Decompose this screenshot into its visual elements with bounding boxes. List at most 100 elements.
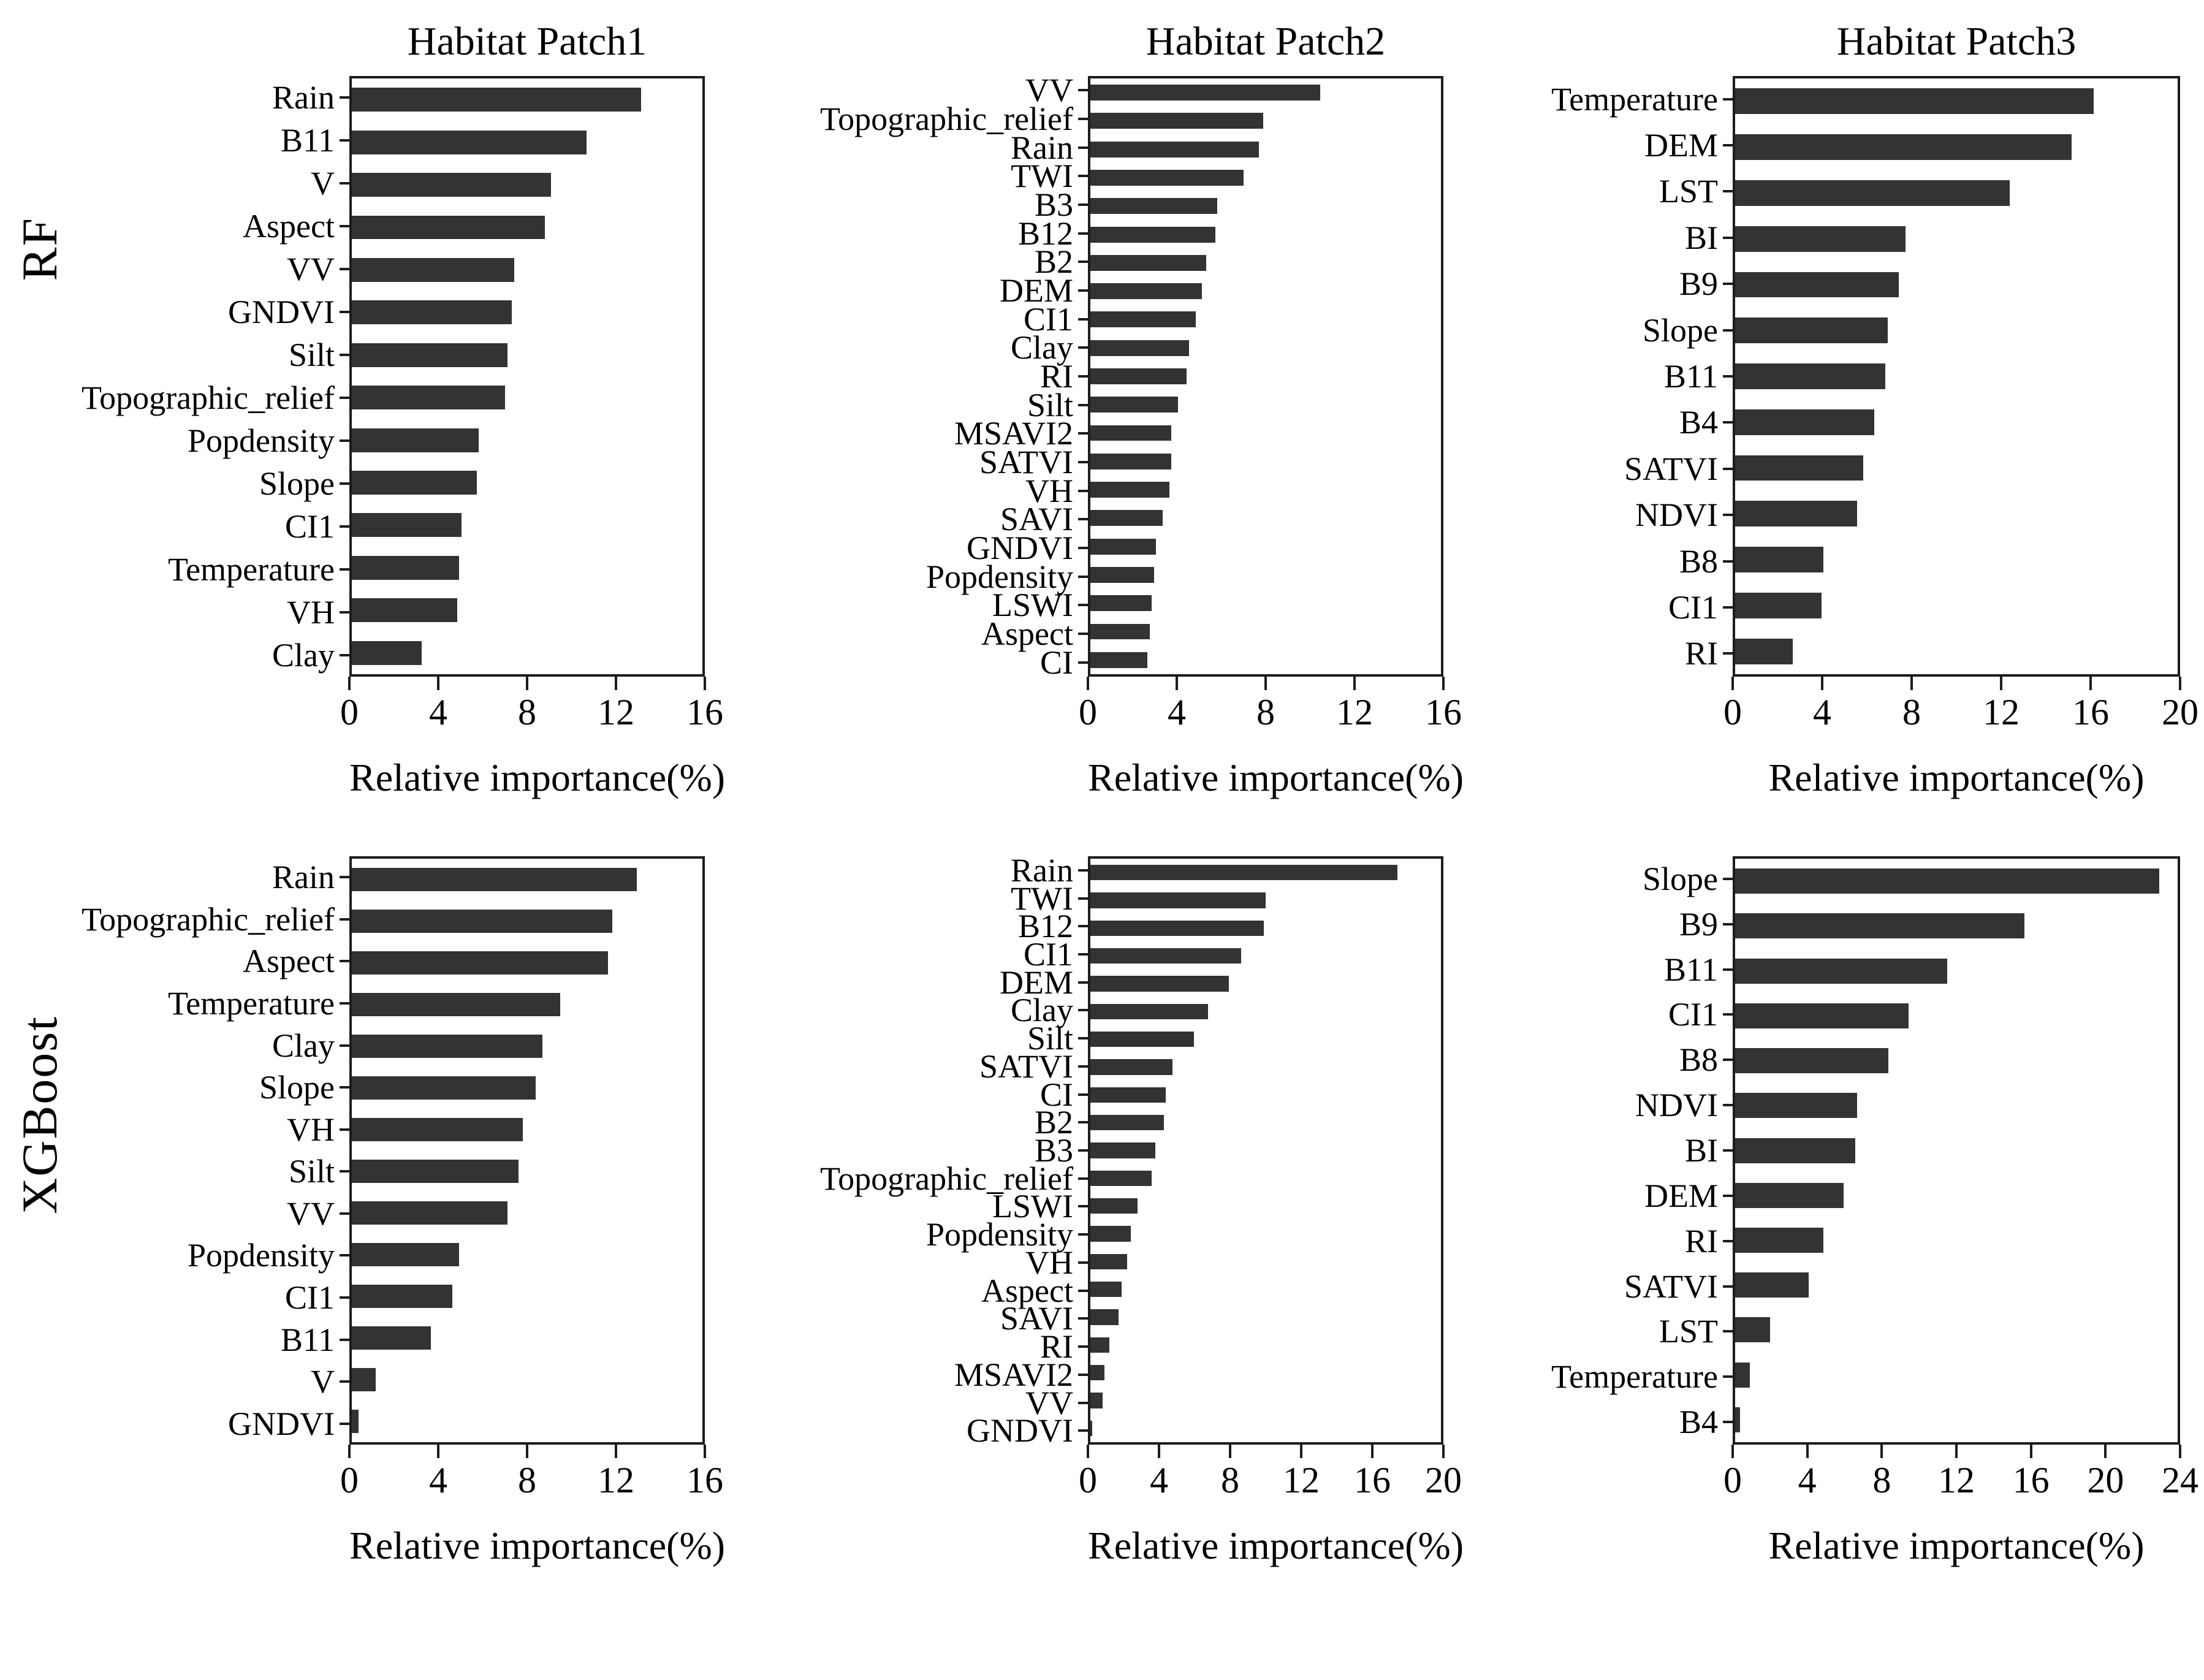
bar-Popdensity: [1090, 1226, 1131, 1242]
x-axis: 0 4 8 12 16 20: [1723, 677, 2198, 755]
y-tick-DEM: DEM: [1475, 1173, 1733, 1218]
y-tick-GNDVI: GNDVI: [830, 1412, 1088, 1449]
category-label: RI: [1685, 635, 1718, 672]
category-label: Aspect: [981, 1272, 1073, 1309]
y-tick-Aspect: Aspect: [92, 205, 349, 248]
bar-SATVI: [1090, 1059, 1173, 1075]
y-tick-VV: VV: [830, 72, 1088, 108]
category-label: B12: [1017, 908, 1073, 945]
y-tick-Popdensity: Popdensity: [830, 1216, 1088, 1253]
y-tick-mark: [1078, 175, 1088, 178]
x-tick-8: 8: [1221, 1445, 1239, 1502]
y-tick-mark: [1078, 518, 1088, 521]
bar-Aspect: [1090, 623, 1150, 640]
bar-VV: [1090, 1393, 1103, 1408]
bar-row: [352, 1401, 702, 1442]
x-tick-4: 4: [1813, 677, 1831, 734]
bar-CI: [1090, 652, 1147, 668]
bar-row: [1090, 1025, 1441, 1053]
x-axis: 0 4 8 12 16: [340, 1445, 723, 1523]
plot-area: [1733, 76, 2180, 677]
bar-Popdensity: [352, 1242, 460, 1267]
y-tick-mark: [1078, 146, 1088, 149]
x-tick-label: 4: [1798, 1460, 1817, 1500]
y-tick-mark: [1723, 606, 1733, 609]
category-label: Popdensity: [187, 1237, 335, 1274]
x-tick-mark: [1087, 677, 1089, 690]
xgboost-row: XGBoost Rain Topographic_relief Aspect Temp…: [0, 852, 2204, 1581]
category-label: VV: [287, 1195, 335, 1232]
category-label: RI: [1685, 1222, 1718, 1260]
category-label: B4: [1679, 404, 1718, 441]
bar-row: [1090, 561, 1441, 589]
chart-rf-patch3: Habitat Patch3 Temperature DEM LST BI B9 Slop…: [1475, 15, 2198, 813]
y-tick-mark: [340, 918, 349, 921]
category-label: Aspect: [243, 943, 335, 980]
x-tick-4: 4: [1150, 1445, 1168, 1502]
y-tick-mark: [1723, 1330, 1733, 1333]
y-tick-GNDVI: GNDVI: [92, 291, 349, 333]
bar-DEM: [1735, 134, 2072, 161]
x-tick-mark: [1880, 1445, 1883, 1458]
category-label: GNDVI: [967, 530, 1073, 567]
y-tick-mark: [1723, 375, 1733, 378]
category-label: LSWI: [992, 587, 1073, 624]
bar-Silt: [352, 343, 507, 367]
bar-DEM: [1735, 1182, 1844, 1208]
bar-VH: [1090, 1253, 1128, 1269]
y-tick-mark: [340, 354, 349, 356]
bar-SAVI: [1090, 510, 1163, 526]
y-tick-mark: [1723, 1421, 1733, 1424]
y-tick-Aspect: Aspect: [830, 615, 1088, 652]
bar-row: [352, 589, 702, 631]
y-tick-mark: [340, 311, 349, 313]
y-tick-Slope: Slope: [92, 462, 349, 505]
bar-row: [1735, 445, 2178, 491]
y-tick-mark: [1723, 1239, 1733, 1242]
y-tick-CI: CI: [830, 1076, 1088, 1113]
chart-xgboost-patch2: Rain TWI B12 CI1 DEM Clay Silt SATVI CI B2 B3 Topog…: [820, 852, 1464, 1581]
bar-row: [1090, 78, 1441, 107]
bar-row: [352, 859, 702, 900]
x-tick-label: 12: [1938, 1460, 1975, 1500]
y-tick-Rain: Rain: [92, 856, 349, 899]
y-tick-mark: [340, 439, 349, 442]
bar-row: [352, 462, 702, 504]
y-tick-mark: [1723, 1194, 1733, 1197]
y-tick-Rain: Rain: [92, 76, 349, 119]
x-tick-label: 24: [2162, 1460, 2198, 1500]
bar-Topographic_relief: [1090, 113, 1264, 129]
x-tick-mark: [1300, 1445, 1302, 1458]
x-tick-label: 0: [1723, 1460, 1742, 1500]
y-tick-mark: [1078, 1149, 1088, 1152]
y-tick-RI: RI: [830, 358, 1088, 395]
bar-NDVI: [1735, 1093, 1857, 1119]
bar-Rain: [352, 867, 637, 892]
category-label: Silt: [1027, 386, 1073, 424]
x-tick-8: 8: [518, 1445, 536, 1502]
category-label: B12: [1017, 215, 1073, 252]
x-tick-mark: [348, 1445, 351, 1458]
bar-RI: [1735, 1227, 1824, 1253]
bar-row: [352, 164, 702, 206]
y-tick-mark: [1078, 1401, 1088, 1404]
y-tick-mark: [1078, 118, 1088, 120]
bar-row: [1735, 1128, 2178, 1173]
x-axis-title: Relative importance(%): [1768, 756, 2145, 799]
category-label: BI: [1685, 1131, 1718, 1169]
category-label: B8: [1679, 1041, 1718, 1079]
y-tick-B12: B12: [830, 215, 1088, 252]
x-tick-0: 0: [1723, 1445, 1742, 1502]
y-tick-mark: [1078, 633, 1088, 636]
y-tick-mark: [1078, 375, 1088, 378]
bar-row: [1090, 1220, 1441, 1247]
bar-row: [1090, 334, 1441, 362]
y-tick-RI: RI: [1475, 1218, 1733, 1264]
bar-row: [1090, 277, 1441, 305]
category-label: GNDVI: [228, 294, 335, 330]
bar-row: [1735, 1263, 2178, 1307]
y-tick-mark: [1723, 283, 1733, 286]
y-axis-labels: Slope B9 B11 CI1 B8 NDVI BI DEM RI SATVI LST Temper…: [1475, 856, 1733, 1445]
bar-row: [1090, 135, 1441, 164]
bar-B11: [352, 1326, 431, 1350]
